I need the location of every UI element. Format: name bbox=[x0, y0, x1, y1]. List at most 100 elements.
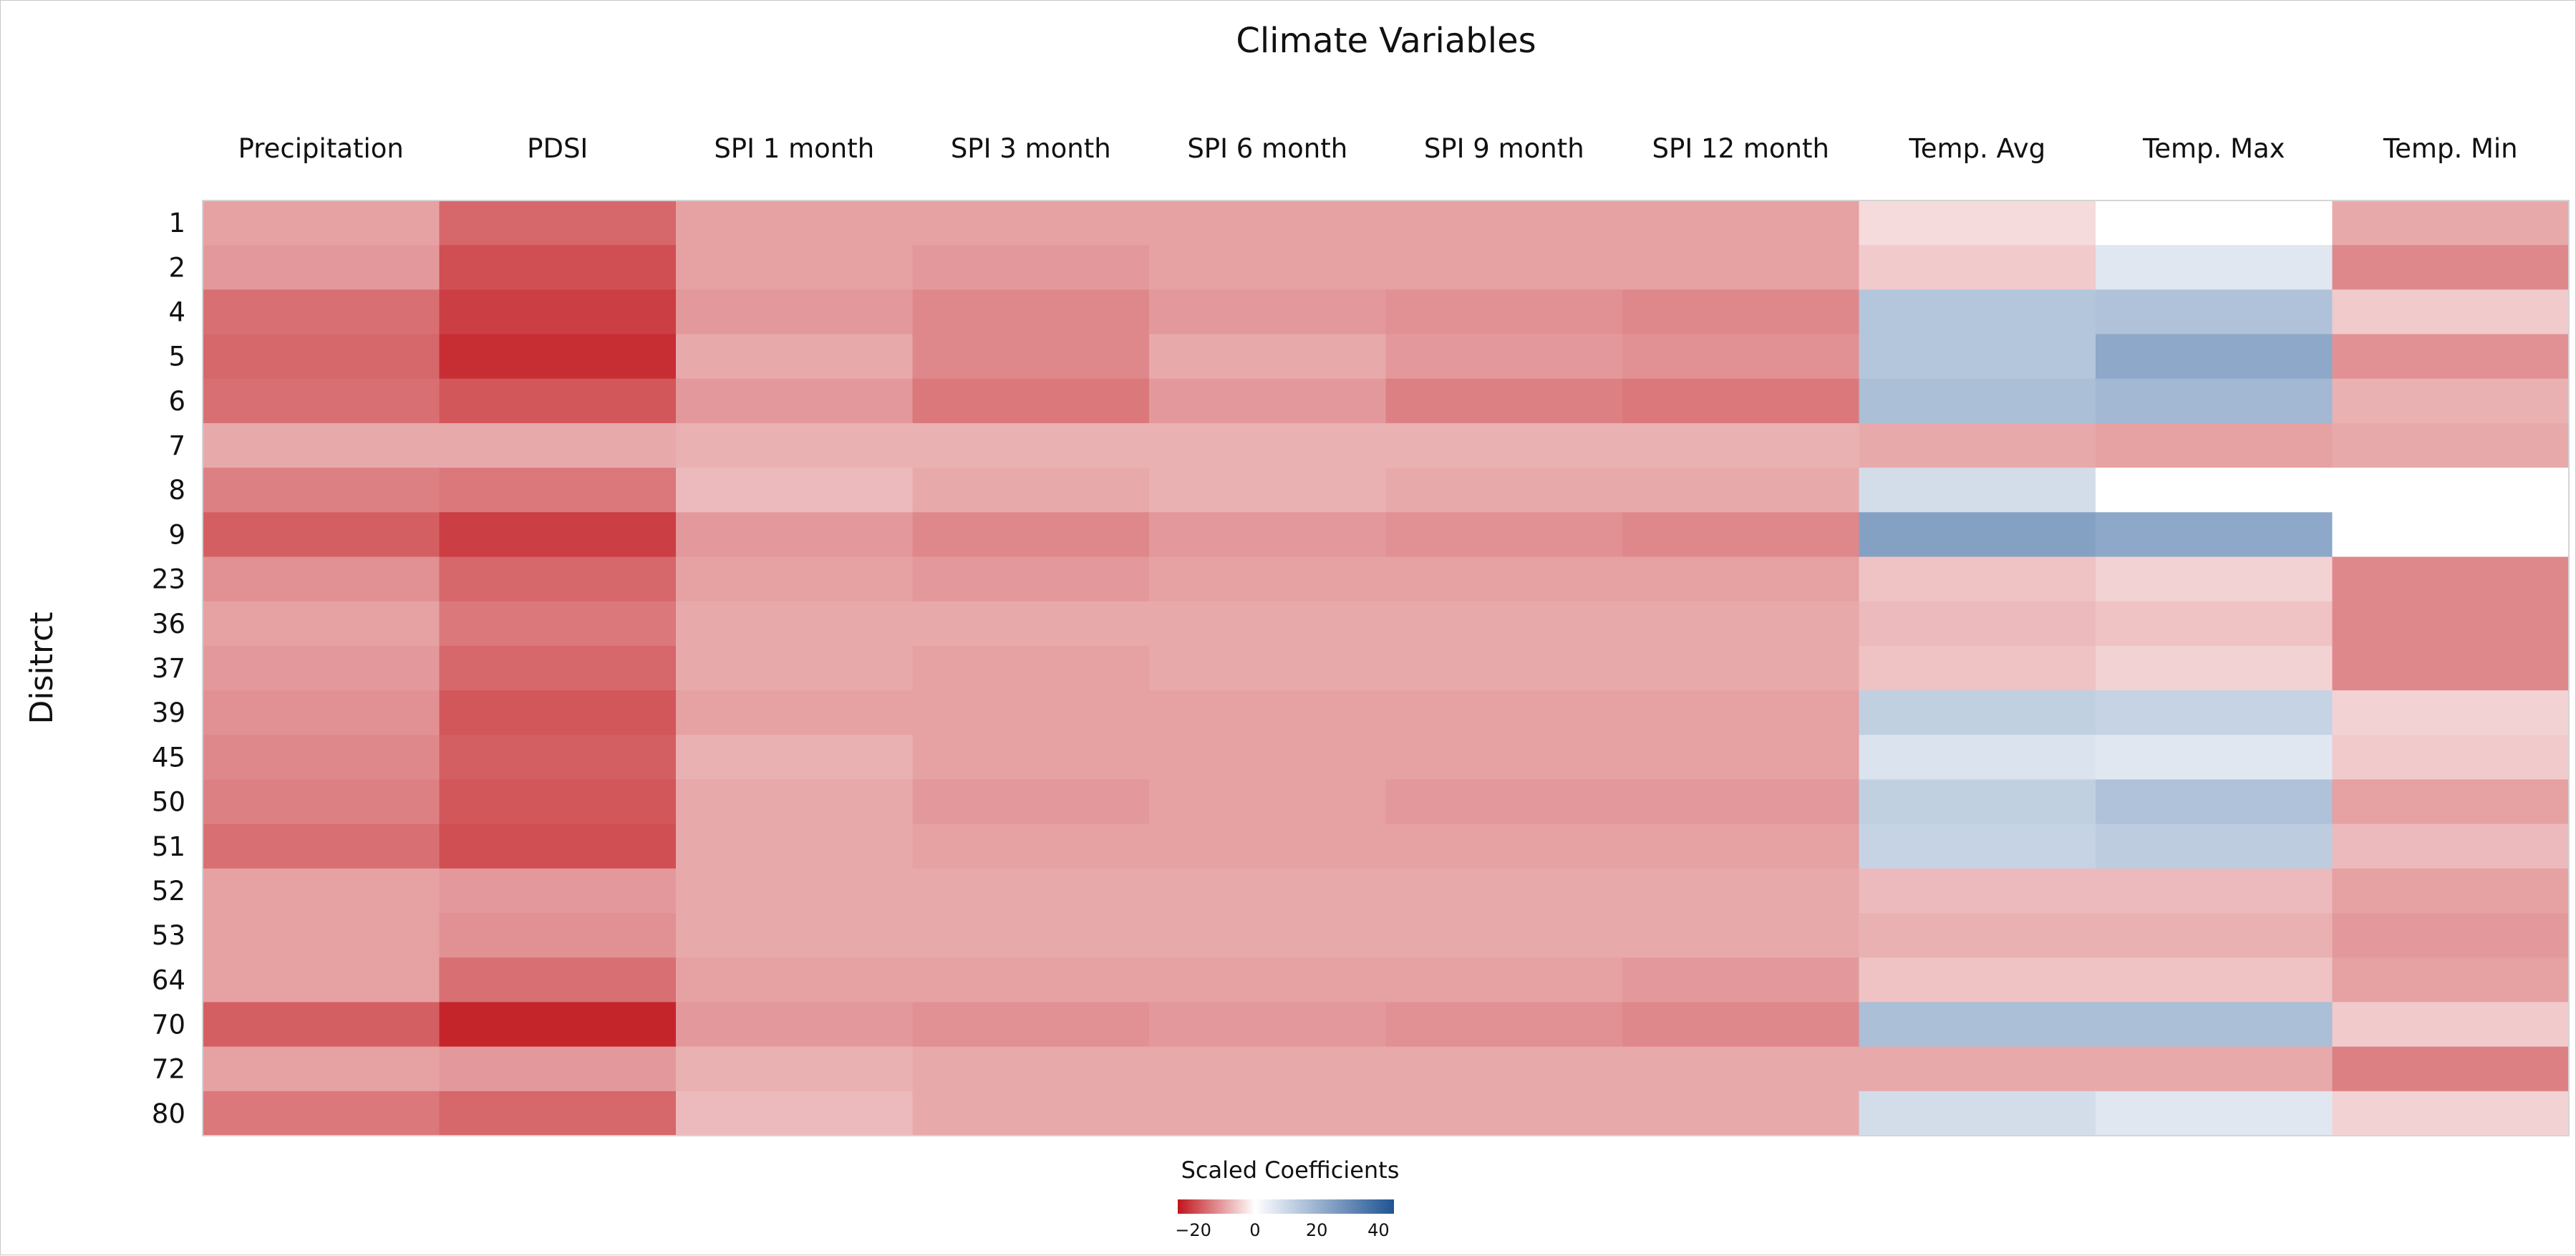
heatmap-cell-23-5 bbox=[1149, 556, 1387, 602]
row-label: 52 bbox=[152, 876, 185, 907]
chart-title: Climate Variables bbox=[1236, 21, 1536, 61]
heatmap-cell-37-8 bbox=[1859, 645, 2096, 691]
plot-border bbox=[202, 200, 2570, 1136]
heatmap-cell-2-10 bbox=[2332, 245, 2570, 290]
heatmap-cell-53-8 bbox=[1859, 913, 2096, 958]
row-label: 8 bbox=[168, 475, 185, 506]
row-label: 53 bbox=[152, 920, 185, 951]
column-label: Temp. Avg bbox=[1908, 133, 2045, 164]
heatmap-cell-6-2 bbox=[439, 378, 677, 424]
heatmap-cell-51-2 bbox=[439, 823, 677, 869]
heatmap-cell-7-1 bbox=[203, 422, 440, 468]
heatmap-cell-36-9 bbox=[2096, 601, 2333, 647]
heatmap-cell-72-1 bbox=[203, 1046, 440, 1092]
row-label: 1 bbox=[168, 208, 185, 238]
heatmap-cell-64-1 bbox=[203, 957, 440, 1003]
heatmap-cell-6-4 bbox=[912, 378, 1150, 424]
heatmap-cell-1-3 bbox=[676, 201, 914, 246]
row-label: 45 bbox=[152, 742, 185, 773]
heatmap-cell-50-1 bbox=[203, 779, 440, 825]
heatmap-cell-52-10 bbox=[2332, 868, 2570, 914]
heatmap-cell-36-6 bbox=[1385, 601, 1623, 647]
heatmap-cell-9-10 bbox=[2332, 512, 2570, 558]
heatmap-cell-5-9 bbox=[2096, 334, 2333, 380]
heatmap-cell-7-6 bbox=[1385, 422, 1623, 468]
heatmap-cell-6-1 bbox=[203, 378, 440, 424]
heatmap-cell-37-1 bbox=[203, 645, 440, 691]
heatmap-cell-1-6 bbox=[1385, 201, 1623, 246]
heatmap-cell-39-10 bbox=[2332, 690, 2570, 735]
heatmap-cell-2-1 bbox=[203, 245, 440, 290]
heatmap-cell-70-6 bbox=[1385, 1002, 1623, 1048]
heatmap-cell-45-3 bbox=[676, 735, 914, 781]
heatmap-cell-50-5 bbox=[1149, 779, 1387, 825]
heatmap-cell-8-8 bbox=[1859, 468, 2096, 513]
heatmap-cell-4-1 bbox=[203, 289, 440, 335]
heatmap-cell-64-6 bbox=[1385, 957, 1623, 1003]
heatmap-cell-6-10 bbox=[2332, 378, 2570, 424]
column-label: SPI 3 month bbox=[951, 133, 1111, 164]
row-label: 70 bbox=[152, 1010, 185, 1040]
heatmap-cell-64-9 bbox=[2096, 957, 2333, 1003]
heatmap-cell-50-6 bbox=[1385, 779, 1623, 825]
heatmap-cell-8-3 bbox=[676, 468, 914, 513]
heatmap-cell-39-7 bbox=[1622, 690, 1860, 735]
heatmap-cell-5-10 bbox=[2332, 334, 2570, 380]
heatmap-cell-80-8 bbox=[1859, 1091, 2096, 1136]
heatmap-cell-37-4 bbox=[912, 645, 1150, 691]
heatmap-cell-53-6 bbox=[1385, 913, 1623, 958]
legend-tick-label: 40 bbox=[1367, 1220, 1390, 1240]
heatmap-cell-8-10 bbox=[2332, 468, 2570, 513]
heatmap-cell-80-2 bbox=[439, 1091, 677, 1136]
heatmap-cell-23-3 bbox=[676, 556, 914, 602]
heatmap-cell-53-4 bbox=[912, 913, 1150, 958]
heatmap-cell-50-8 bbox=[1859, 779, 2096, 825]
column-label: Temp. Min bbox=[2383, 133, 2518, 164]
heatmap-cell-45-4 bbox=[912, 735, 1150, 781]
heatmap-cell-64-5 bbox=[1149, 957, 1387, 1003]
heatmap-cell-80-7 bbox=[1622, 1091, 1860, 1136]
heatmap-cell-50-2 bbox=[439, 779, 677, 825]
heatmap-cell-2-7 bbox=[1622, 245, 1860, 290]
heatmap-cell-80-6 bbox=[1385, 1091, 1623, 1136]
heatmap-cell-1-1 bbox=[203, 201, 440, 246]
heatmap-cell-64-8 bbox=[1859, 957, 2096, 1003]
heatmap-cell-37-5 bbox=[1149, 645, 1387, 691]
heatmap-cell-7-2 bbox=[439, 422, 677, 468]
heatmap-cell-4-6 bbox=[1385, 289, 1623, 335]
heatmap-cell-51-10 bbox=[2332, 823, 2570, 869]
column-label: Precipitation bbox=[238, 133, 404, 164]
heatmap-cell-80-4 bbox=[912, 1091, 1150, 1136]
heatmap-cell-2-5 bbox=[1149, 245, 1387, 290]
heatmap-cell-1-2 bbox=[439, 201, 677, 246]
heatmap-cell-2-8 bbox=[1859, 245, 2096, 290]
heatmap-cell-53-3 bbox=[676, 913, 914, 958]
row-label: 5 bbox=[168, 342, 185, 372]
heatmap-cell-45-8 bbox=[1859, 735, 2096, 781]
heatmap-cell-51-5 bbox=[1149, 823, 1387, 869]
heatmap-cell-36-10 bbox=[2332, 601, 2570, 647]
column-label: PDSI bbox=[527, 133, 588, 164]
heatmap-cell-23-2 bbox=[439, 556, 677, 602]
row-label: 37 bbox=[152, 653, 185, 684]
heatmap-cell-23-4 bbox=[912, 556, 1150, 602]
heatmap-cell-39-6 bbox=[1385, 690, 1623, 735]
heatmap-cell-6-9 bbox=[2096, 378, 2333, 424]
heatmap-cell-52-5 bbox=[1149, 868, 1387, 914]
heatmap-cell-5-5 bbox=[1149, 334, 1387, 380]
heatmap-cell-37-6 bbox=[1385, 645, 1623, 691]
legend-tick-label: 20 bbox=[1306, 1220, 1328, 1240]
heatmap-cell-36-8 bbox=[1859, 601, 2096, 647]
column-label: SPI 9 month bbox=[1424, 133, 1584, 164]
heatmap-cell-5-1 bbox=[203, 334, 440, 380]
heatmap-cell-72-6 bbox=[1385, 1046, 1623, 1092]
heatmap-cell-7-8 bbox=[1859, 422, 2096, 468]
heatmap-cell-4-10 bbox=[2332, 289, 2570, 335]
row-label: 51 bbox=[152, 831, 185, 862]
heatmap-cell-51-4 bbox=[912, 823, 1150, 869]
heatmap-cell-9-9 bbox=[2096, 512, 2333, 558]
heatmap-cell-36-3 bbox=[676, 601, 914, 647]
heatmap-cell-52-9 bbox=[2096, 868, 2333, 914]
